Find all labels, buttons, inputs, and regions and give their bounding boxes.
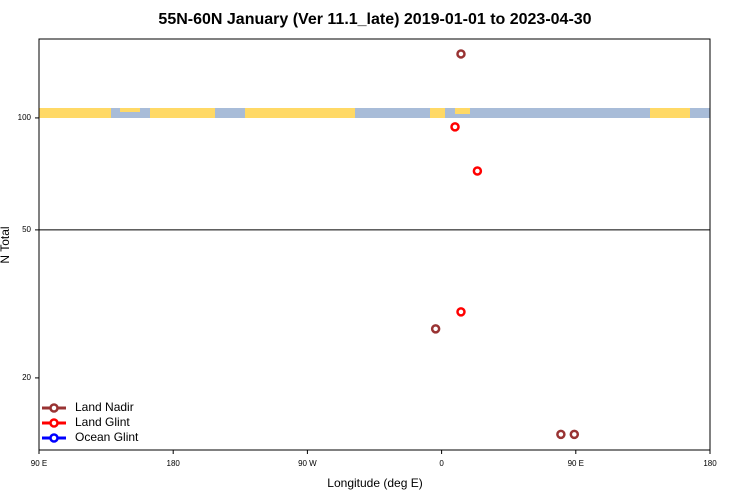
point <box>456 49 466 59</box>
point <box>430 324 441 334</box>
legend-marker <box>49 433 59 443</box>
legend-label: Ocean Glint <box>75 430 139 444</box>
x-tick-label: 0 <box>439 459 444 468</box>
y-tick-label: 50 <box>22 225 31 234</box>
point <box>456 307 466 317</box>
x-tick-label: 90 E <box>568 459 584 468</box>
x-tick-label: 180 <box>703 459 717 468</box>
y-axis-label: N Total <box>0 226 12 263</box>
point <box>450 122 460 132</box>
x-tick-label: 180 <box>167 459 181 468</box>
x-tick-label: 90 E <box>31 459 47 468</box>
y-tick-label: 100 <box>18 113 32 122</box>
legend-marker <box>49 403 59 413</box>
point <box>556 429 566 440</box>
legend-label: Land Glint <box>75 415 130 429</box>
legend-label: Land Nadir <box>75 400 134 414</box>
plot-frame <box>38 38 711 451</box>
point <box>472 166 483 176</box>
x-axis-label: Longitude (deg E) <box>327 476 422 490</box>
map-strip <box>39 108 710 118</box>
x-tick-label: 90 W <box>298 459 317 468</box>
chart-title: 55N-60N January (Ver 11.1_late) 2019-01-… <box>158 11 591 28</box>
legend-marker <box>49 418 59 428</box>
point <box>569 429 580 440</box>
y-tick-label: 20 <box>22 373 31 382</box>
